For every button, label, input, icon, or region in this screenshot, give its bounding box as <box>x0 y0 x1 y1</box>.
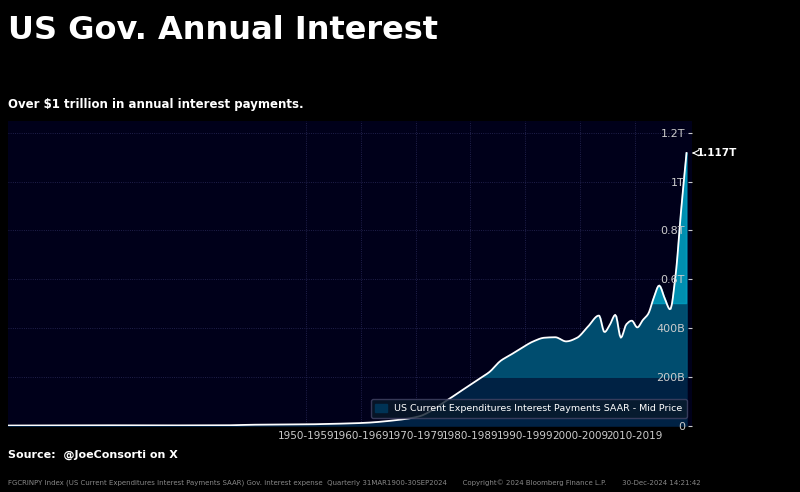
Text: FGCRINPY Index (US Current Expenditures Interest Payments SAAR) Gov. interest ex: FGCRINPY Index (US Current Expenditures … <box>8 480 701 487</box>
Text: Over $1 trillion in annual interest payments.: Over $1 trillion in annual interest paym… <box>8 98 304 111</box>
Text: Source:  @JoeConsorti on X: Source: @JoeConsorti on X <box>8 450 178 461</box>
Legend: US Current Expenditures Interest Payments SAAR - Mid Price: US Current Expenditures Interest Payment… <box>370 399 687 418</box>
Text: US Gov. Annual Interest: US Gov. Annual Interest <box>8 15 438 46</box>
Text: 1.117T: 1.117T <box>698 148 738 158</box>
